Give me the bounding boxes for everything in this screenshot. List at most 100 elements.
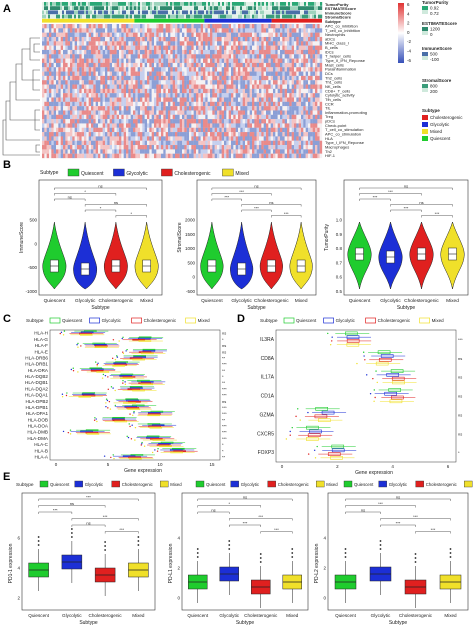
heatmap-cell <box>203 97 206 102</box>
legend-swatch-low <box>422 56 428 60</box>
heatmap-cell <box>263 24 267 29</box>
heatmap-cell <box>256 54 260 59</box>
heatmap-cell <box>65 41 68 46</box>
heatmap-cell <box>235 58 239 64</box>
heatmap-cell <box>42 32 45 38</box>
heatmap-cell <box>133 58 136 64</box>
heatmap-cell <box>79 62 82 68</box>
heatmap-cell <box>196 45 199 51</box>
heatmap-cell <box>130 127 134 133</box>
heatmap-cell <box>268 153 271 159</box>
heatmap-cell <box>81 145 85 150</box>
heatmap-cell <box>277 119 281 124</box>
heatmap-cell <box>151 97 155 102</box>
heatmap-cell <box>98 110 101 115</box>
heatmap-cell <box>133 145 136 150</box>
annotation-cell <box>106 6 109 10</box>
heatmap-cell <box>308 71 311 77</box>
annotation-cell <box>286 14 289 19</box>
x-tick-label: 0 <box>281 464 284 469</box>
annotation-cell <box>166 14 169 19</box>
outlier <box>108 400 111 403</box>
heatmap-cell <box>165 136 169 141</box>
heatmap-cell <box>77 93 80 98</box>
annotation-cell <box>302 6 305 10</box>
heatmap-cell <box>256 41 260 46</box>
annotation-cell <box>112 6 115 10</box>
heatmap-cell <box>308 32 311 38</box>
heatmap-cell <box>301 114 304 120</box>
heatmap-cell <box>238 153 241 159</box>
heatmap-cell <box>42 84 45 89</box>
heatmap-cell <box>238 45 241 51</box>
heatmap-cell <box>130 106 134 111</box>
heatmap-cell <box>247 132 250 137</box>
heatmap-cell <box>133 106 136 111</box>
heatmap-cell <box>81 136 85 141</box>
heatmap-cell <box>301 71 304 77</box>
heatmap-cell <box>126 119 129 124</box>
heatmap-cell <box>135 36 138 42</box>
sig-label: ns <box>68 194 72 199</box>
heatmap-cell <box>53 80 57 85</box>
heatmap-cell <box>268 62 271 68</box>
heatmap-cell <box>63 145 66 150</box>
heatmap-cell <box>147 32 150 38</box>
heatmap-cell <box>277 153 281 159</box>
heatmap-cell <box>184 132 187 137</box>
annotation-cell <box>248 14 251 19</box>
heatmap-cell <box>140 41 143 46</box>
heatmap-cell <box>84 58 87 64</box>
heatmap-cell <box>42 24 45 29</box>
heatmap-cell <box>182 127 185 133</box>
heatmap-cell <box>235 149 239 154</box>
heatmap-cell <box>240 58 243 64</box>
annotation-cell <box>74 6 77 10</box>
heatmap-cell <box>65 153 68 159</box>
annotation-cell <box>86 14 89 19</box>
heatmap-cell <box>49 28 52 33</box>
heatmap-cell <box>42 75 45 81</box>
heatmap-cell <box>165 110 169 115</box>
heatmap-cell <box>179 153 183 159</box>
heatmap-cell <box>291 127 295 133</box>
heatmap-cell <box>161 45 164 51</box>
annotation-cell <box>152 14 155 19</box>
plot-frame <box>38 179 163 296</box>
heatmap-cell <box>266 106 269 111</box>
x-tick-label: Cholesterogenic <box>254 298 289 304</box>
heatmap-cell <box>186 93 190 98</box>
heatmap-cell <box>200 45 204 51</box>
heatmap-cell <box>158 106 162 111</box>
heatmap-cell <box>91 49 94 55</box>
heatmap-cell <box>70 36 73 42</box>
annotation-cell <box>164 14 167 19</box>
heatmap-cell <box>168 110 171 115</box>
heatmap-cell <box>249 80 253 85</box>
heatmap-cell <box>259 75 262 81</box>
heatmap-cell <box>53 58 57 64</box>
annotation-cell <box>182 6 185 10</box>
heatmap-cell <box>175 58 178 64</box>
heatmap-cell <box>189 32 192 38</box>
heatmap-cell <box>219 71 222 77</box>
heatmap-cell <box>189 127 192 133</box>
heatmap-cell <box>196 101 199 107</box>
heatmap-cell <box>170 149 173 154</box>
heatmap-cell <box>147 24 150 29</box>
heatmap-cell <box>319 54 323 59</box>
heatmap-cell <box>249 127 253 133</box>
sig-bracket <box>197 505 261 508</box>
heatmap-cell <box>303 67 306 72</box>
heatmap-cell <box>60 67 64 72</box>
heatmap-cell <box>305 32 309 38</box>
heatmap-cell <box>77 132 80 137</box>
heatmap-cell <box>56 145 59 150</box>
outlier <box>107 407 109 409</box>
x-tick-label: 5 <box>107 462 110 467</box>
annotation-cell <box>224 14 227 19</box>
heatmap-cell <box>219 101 222 107</box>
heatmap-cell <box>226 71 229 77</box>
heatmap-cell <box>79 97 82 102</box>
heatmap-cell <box>238 67 241 72</box>
